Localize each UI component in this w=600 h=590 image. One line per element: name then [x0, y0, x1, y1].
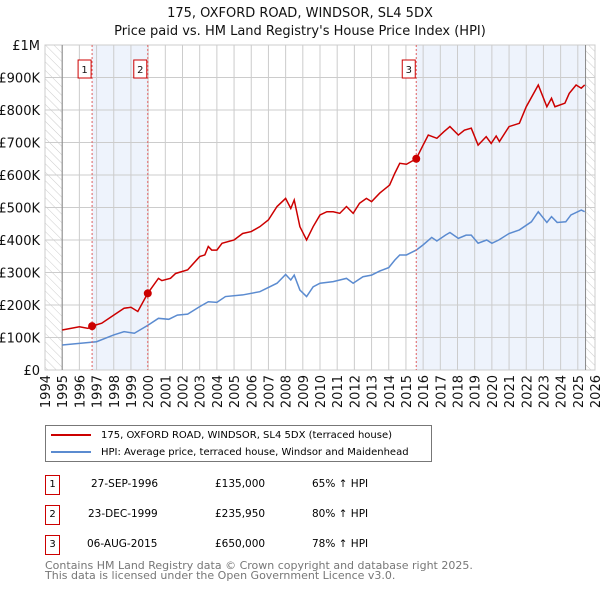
sale-point [412, 154, 421, 163]
x-tick-label: 2022 [520, 375, 535, 408]
chart-title: 175, OXFORD ROAD, WINDSOR, SL4 5DX [167, 6, 433, 21]
x-tick-label: 1995 [56, 375, 71, 408]
sale-hpi: 65% ↑ HPI [312, 478, 369, 490]
sale-price: £235,950 [215, 508, 266, 520]
sale-hpi: 80% ↑ HPI [312, 508, 369, 520]
sale-date: 06-AUG-2015 [87, 538, 158, 550]
x-tick-label: 1999 [125, 375, 140, 408]
x-tick-label: 2004 [211, 375, 226, 408]
sale-row: 3 06-AUG-2015 £650,000 78% ↑ HPI [45, 535, 465, 555]
sale-badge: 3 [45, 535, 60, 555]
x-tick-label: 2020 [486, 375, 501, 408]
x-tick-label: 2011 [331, 375, 346, 408]
legend-item-property: 175, OXFORD ROAD, WINDSOR, SL4 5DX (terr… [46, 427, 392, 443]
sale-price: £650,000 [215, 538, 266, 550]
x-tick-label: 2024 [555, 375, 570, 408]
x-tick-label: 2025 [572, 375, 587, 408]
x-tick-label: 2003 [194, 375, 209, 408]
sale-row: 2 23-DEC-1999 £235,950 80% ↑ HPI [45, 505, 465, 525]
legend-swatch-red [51, 434, 91, 436]
sale-date: 23-DEC-1999 [88, 508, 158, 520]
x-tick-label: 2007 [262, 375, 277, 408]
x-tick-label: 2000 [142, 375, 157, 408]
sale-row: 1 27-SEP-1996 £135,000 65% ↑ HPI [45, 475, 465, 495]
y-tick-label: £300K [0, 267, 40, 282]
y-tick-label: £100K [0, 332, 40, 347]
legend-label: 175, OXFORD ROAD, WINDSOR, SL4 5DX (terr… [101, 429, 392, 441]
sale-badge-box [133, 59, 148, 79]
x-tick-label: 2023 [537, 375, 552, 408]
y-tick-label: £800K [0, 104, 40, 119]
sale-point [88, 322, 97, 331]
x-tick-label: 2026 [589, 375, 600, 408]
y-tick-label: £1M [12, 39, 40, 54]
sale-badge: 2 [45, 505, 60, 525]
chart-subtitle: Price paid vs. HM Land Registry's House … [114, 24, 486, 39]
sale-badge-label: 1 [81, 65, 87, 76]
copyright-note: Contains HM Land Registry data © Crown c… [45, 559, 473, 572]
hpi-line [62, 209, 586, 346]
y-tick-label: £200K [0, 299, 40, 314]
x-tick-label: 2005 [228, 375, 243, 408]
y-tick-label: £0 [23, 364, 40, 379]
legend-item-hpi: HPI: Average price, terraced house, Wind… [46, 444, 409, 460]
sale-point [143, 289, 152, 298]
legend-swatch-blue [51, 451, 91, 453]
sale-badge: 1 [45, 475, 60, 495]
y-tick-label: £900K [0, 72, 40, 87]
x-tick-label: 2008 [280, 375, 295, 408]
x-tick-label: 2001 [159, 375, 174, 408]
x-tick-label: 2019 [469, 375, 484, 408]
y-tick-label: £500K [0, 202, 40, 217]
legend-label: HPI: Average price, terraced house, Wind… [101, 446, 409, 458]
y-tick-label: £600K [0, 169, 40, 184]
x-tick-label: 2012 [348, 375, 363, 408]
sale-badge-box [77, 59, 92, 79]
price-chart: 1 2 3 £0 £100K £200K £300K £400K £500K £600K £700K… [0, 39, 600, 408]
sale-price: £135,000 [215, 478, 266, 490]
license-note: This data is licensed under the Open Gov… [45, 569, 396, 582]
x-tick-label: 1994 [39, 375, 54, 408]
x-tick-label: 1998 [108, 375, 123, 408]
sale-hpi: 78% ↑ HPI [312, 538, 369, 550]
x-tick-label: 2014 [383, 375, 398, 408]
x-tick-label: 2018 [452, 375, 467, 408]
sale-badge-box [401, 59, 416, 79]
sale-badge-label: 2 [137, 65, 143, 76]
x-tick-label: 2013 [366, 375, 381, 408]
x-tick-label: 2010 [314, 375, 329, 408]
legend: 175, OXFORD ROAD, WINDSOR, SL4 5DX (terr… [45, 425, 432, 462]
sale-date: 27-SEP-1996 [91, 478, 159, 490]
x-tick-label: 2015 [400, 375, 415, 408]
x-tick-label: 2021 [503, 375, 518, 408]
sale-badge-label: 3 [406, 65, 412, 76]
x-tick-label: 2006 [245, 375, 260, 408]
x-tick-label: 2002 [177, 375, 192, 408]
x-tick-label: 2016 [417, 375, 432, 408]
y-tick-label: £400K [0, 234, 40, 249]
y-tick-label: £700K [0, 137, 40, 152]
x-tick-label: 2009 [297, 375, 312, 408]
x-tick-label: 1996 [73, 375, 88, 408]
property-price-line [62, 83, 586, 331]
x-tick-label: 1997 [91, 375, 106, 408]
x-tick-label: 2017 [434, 375, 449, 408]
